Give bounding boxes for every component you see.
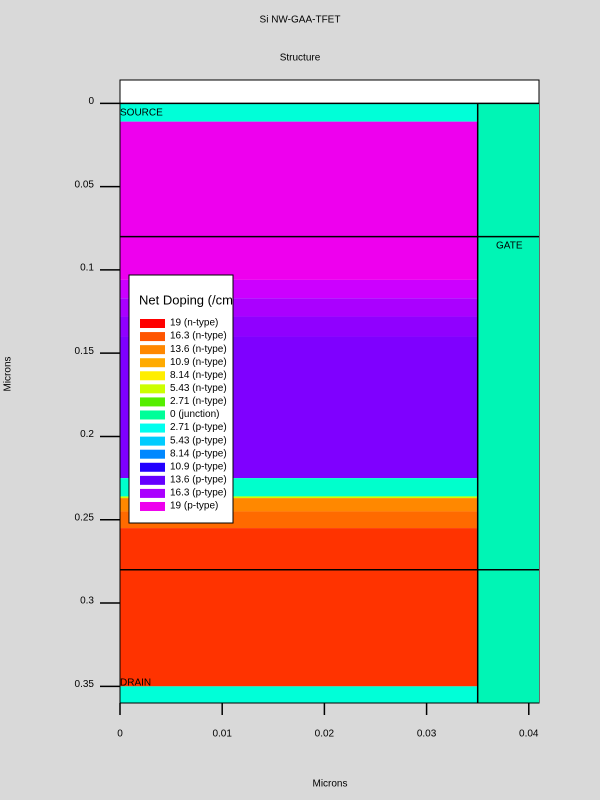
legend-label: 5.43 (p-type) <box>170 435 227 446</box>
x-tick-label: 0.04 <box>519 729 539 740</box>
region-label: DRAIN <box>120 678 151 689</box>
legend-swatch <box>140 423 165 433</box>
legend-swatch <box>140 410 165 420</box>
legend-label: 13.6 (n-type) <box>170 344 227 355</box>
legend-label: 19 (p-type) <box>170 501 218 512</box>
legend-title: Net Doping (/cm <box>139 292 233 307</box>
region <box>120 496 478 499</box>
region-label: SOURCE <box>120 108 163 119</box>
legend-swatch <box>140 332 165 342</box>
legend-swatch <box>140 384 165 394</box>
y-tick-label: 0.25 <box>75 512 95 523</box>
legend-swatch <box>140 449 165 459</box>
region <box>120 103 478 122</box>
y-tick-label: 0.05 <box>75 179 95 190</box>
legend-swatch <box>140 345 165 355</box>
legend-swatch <box>140 488 165 498</box>
y-tick-label: 0.3 <box>80 596 94 607</box>
x-tick-label: 0 <box>117 729 123 740</box>
region <box>120 528 478 687</box>
legend-label: 10.9 (p-type) <box>170 461 227 472</box>
x-axis-label: Microns <box>312 779 347 790</box>
legend-swatch <box>140 358 165 368</box>
legend-label: 0 (junction) <box>170 409 219 420</box>
region-label: GATE <box>496 241 523 252</box>
y-axis-label: Microns <box>3 356 14 391</box>
y-tick-label: 0 <box>88 96 94 107</box>
legend-swatch <box>140 436 165 446</box>
region <box>120 121 478 280</box>
legend-label: 5.43 (n-type) <box>170 383 227 394</box>
x-tick-label: 0.03 <box>417 729 437 740</box>
legend-label: 13.6 (p-type) <box>170 474 227 485</box>
legend-label: 19 (n-type) <box>170 318 218 329</box>
chart-title: Si NW-GAA-TFET <box>260 15 341 26</box>
region <box>523 236 539 570</box>
legend-label: 2.71 (n-type) <box>170 396 227 407</box>
y-tick-label: 0.1 <box>80 263 94 274</box>
legend-swatch <box>140 462 165 472</box>
legend-swatch <box>140 371 165 381</box>
legend-label: 10.9 (n-type) <box>170 357 227 368</box>
x-tick-label: 0.01 <box>212 729 232 740</box>
legend-label: 16.3 (p-type) <box>170 488 227 499</box>
legend-swatch <box>140 397 165 407</box>
legend-swatch <box>140 475 165 485</box>
legend-swatch <box>140 501 165 511</box>
y-tick-label: 0.2 <box>80 429 94 440</box>
legend-label: 8.14 (n-type) <box>170 370 227 381</box>
chart-subtitle: Structure <box>280 53 321 64</box>
legend-label: 8.14 (p-type) <box>170 448 227 459</box>
legend-label: 16.3 (n-type) <box>170 331 227 342</box>
y-tick-label: 0.15 <box>75 346 95 357</box>
x-tick-label: 0.02 <box>315 729 335 740</box>
legend-swatch <box>140 319 165 328</box>
y-tick-label: 0.35 <box>75 679 95 690</box>
legend-label: 2.71 (p-type) <box>170 422 227 433</box>
region <box>120 686 478 703</box>
